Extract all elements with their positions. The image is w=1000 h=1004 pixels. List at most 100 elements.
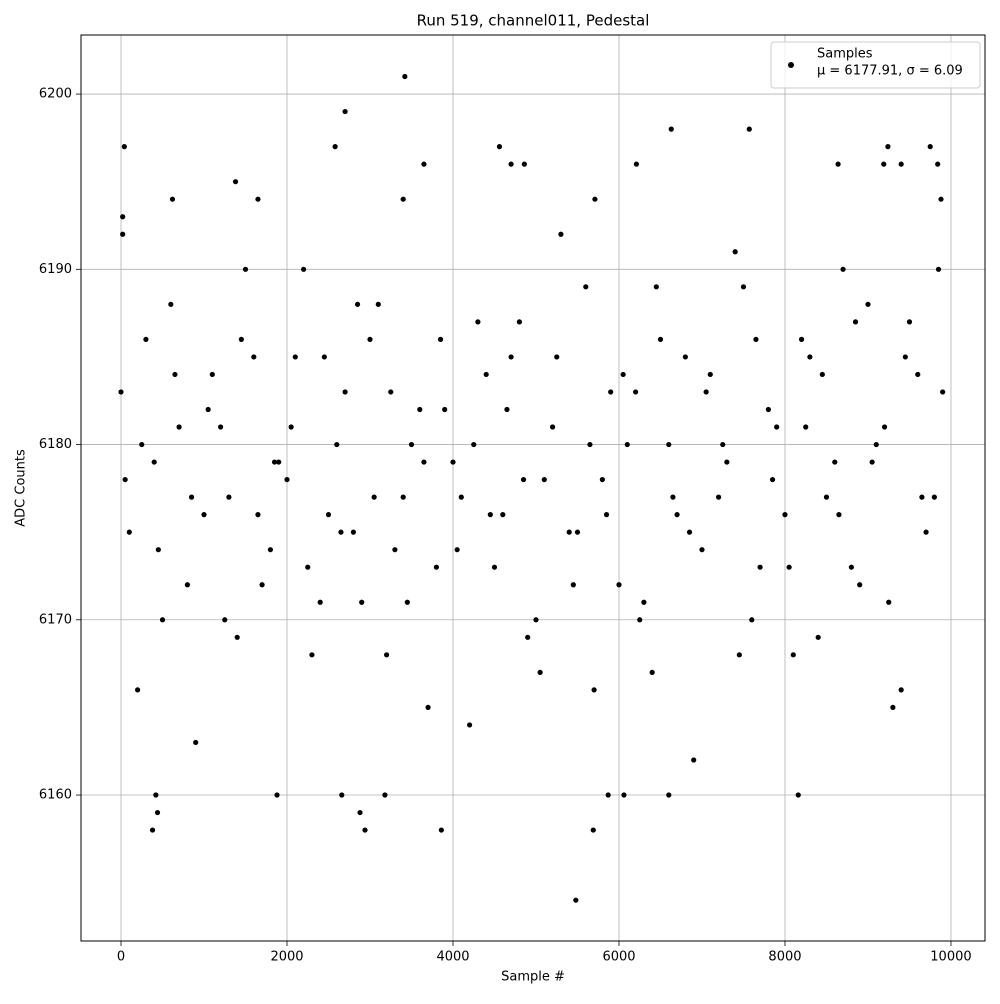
point [188,494,195,500]
point [267,547,273,553]
point [558,231,564,237]
point [605,792,611,798]
point [592,196,598,202]
point [549,424,556,430]
point [342,108,348,115]
point [674,512,680,518]
point [707,371,713,378]
point [591,687,597,693]
point [927,144,933,150]
point [271,459,278,465]
point [786,564,792,570]
point [668,126,674,132]
point [288,424,294,430]
point [491,564,498,570]
point [881,161,887,167]
point [222,617,228,623]
point [209,371,215,378]
point [641,599,647,605]
point [890,704,896,711]
point [334,441,340,448]
point [487,512,493,518]
point [500,512,506,518]
point [159,617,166,623]
point [255,196,261,202]
legend-marker [788,62,794,68]
point [155,547,161,553]
point [354,301,361,307]
point [421,161,427,167]
point [940,389,946,395]
point [840,266,846,272]
point [408,441,415,448]
point [168,301,174,307]
point [703,389,709,395]
point [242,266,249,272]
point [284,476,290,483]
point [205,406,211,413]
point [276,459,282,465]
point [603,512,610,518]
point [483,371,489,378]
points [118,73,946,903]
point [649,669,655,675]
point [798,336,805,342]
x-axis-label: Sample # [501,970,565,985]
x-tick-label: 10000 [930,950,971,965]
legend-box [770,41,981,89]
point [732,249,738,255]
point [653,284,659,290]
point [193,739,199,746]
point [154,809,161,816]
x-tick-label: 0 [117,950,125,965]
point [686,529,693,535]
point [815,634,821,640]
point [769,476,776,483]
point [790,652,796,658]
point [321,354,327,360]
point [504,406,510,413]
point [169,196,176,202]
y-tick-label: 6170 [39,612,72,627]
point [873,441,879,448]
point [151,459,157,465]
point [143,336,149,342]
point [438,827,444,833]
point [516,319,522,325]
point [852,319,859,325]
point [624,441,630,448]
point [590,827,596,833]
point [402,73,408,80]
point [632,389,639,395]
point [749,617,755,623]
x-tick-label: 4000 [436,950,469,965]
point [450,459,456,465]
point [300,266,307,272]
point [392,547,398,553]
point [691,757,697,763]
point [857,582,863,588]
point [807,354,813,360]
point [135,687,141,693]
point [666,792,672,798]
point [835,161,841,167]
point [400,494,406,500]
point [496,144,503,150]
point [305,564,311,570]
point [466,722,473,728]
point [417,406,423,413]
point [508,161,514,167]
point [765,406,771,413]
point [382,792,388,798]
point [332,144,338,150]
point [251,354,257,360]
chart-title: Run 519, channel011, Pedestal [417,12,650,30]
point [292,354,298,360]
point [475,319,481,325]
point [172,371,178,378]
point [232,179,239,185]
point [715,494,722,500]
point [458,494,464,500]
point [421,459,427,465]
point [587,441,593,448]
